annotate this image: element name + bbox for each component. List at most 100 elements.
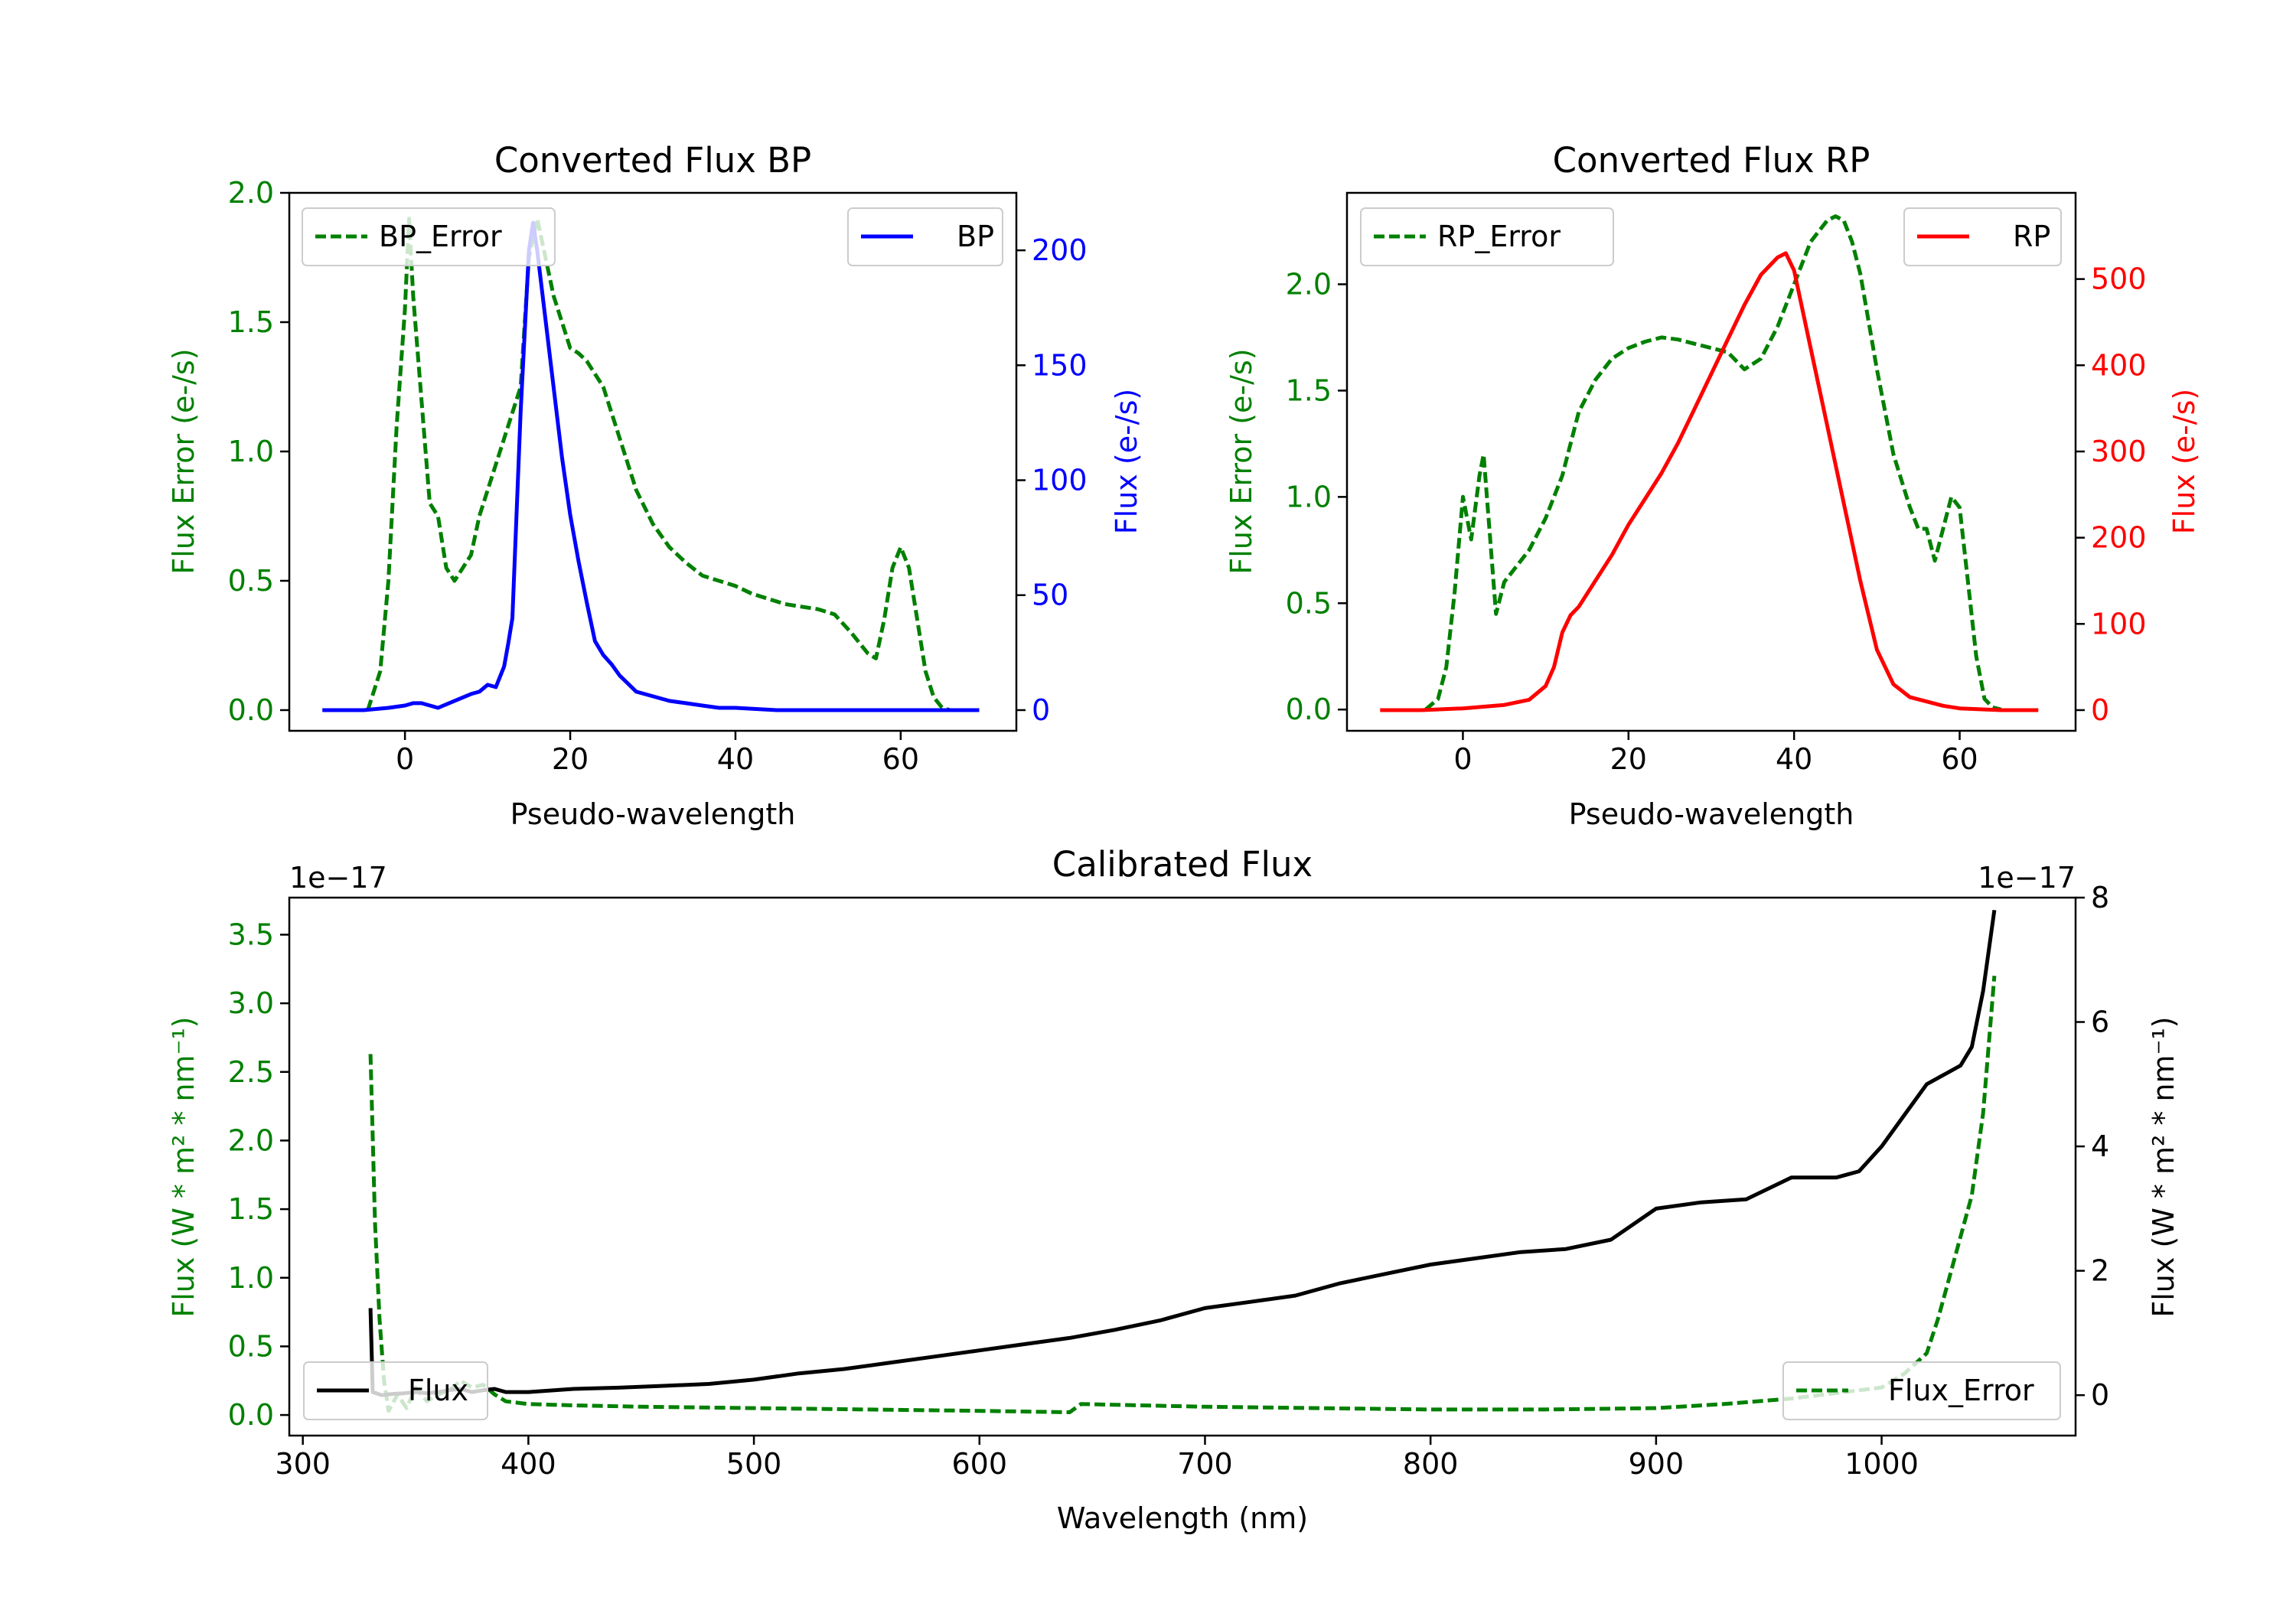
bp-ticks: 0 20 40 60 0.0 0.5 1.0 1.5 2.0 0 50 100 150 200 [228,176,1088,776]
cal-series-flux [368,909,1997,1397]
bp-ylabel-right: Flux (e-/s) [1110,389,1143,534]
bp-plot-area [322,217,980,712]
cal-legend-right-box [1782,1361,2061,1420]
cal-legend-right-label: Flux_Error [1888,1374,2034,1407]
bp-xtick-label: 0 [396,742,414,776]
cal-xlabel: Wavelength (nm) [1057,1501,1308,1535]
cal-legend-left-label: Flux [408,1374,468,1407]
rp-ytick-left-label: 0.5 [1286,586,1332,620]
cal-ytick-left-label: 3.5 [228,918,274,951]
cal-ylabel-right: Flux (W * m² * nm⁻¹) [2147,1016,2180,1317]
cal-ytick-right-label: 2 [2091,1254,2109,1288]
bp-title: Converted Flux BP [494,140,811,181]
cal-xtick-label: 900 [1629,1447,1684,1481]
cal-ytick-right-label: 4 [2091,1129,2109,1163]
rp-series-rp [1380,251,2039,712]
cal-ytick-left-label: 2.0 [228,1123,274,1157]
cal-ytick-left-label: 1.5 [228,1192,274,1226]
rp-legend-left-label: RP_Error [1437,220,1561,253]
bp-xlabel: Pseudo-wavelength [510,797,796,831]
cal-ytick-right-label: 8 [2091,881,2109,914]
bp-axes-frame [288,191,1018,732]
rp-legend-right-label: RP [2013,220,2050,253]
bp-ylabel-left: Flux Error (e-/s) [167,348,201,574]
cal-plot-area [368,909,1997,1414]
cal-ytick-left-label: 2.5 [228,1055,274,1089]
bp-legend-left-box [302,207,556,266]
cal-legend-left-box [303,1361,488,1420]
bp-ytick-left-label: 1.0 [228,435,274,468]
rp-legend-right-box [1903,207,2062,266]
cal-legend-left: Flux [303,1361,488,1420]
rp-xtick-label: 40 [1776,742,1812,776]
cal-ytick-right-label: 6 [2091,1006,2109,1039]
rp-ytick-left-label: 1.0 [1286,480,1332,513]
cal-axes-frame [288,896,2077,1437]
rp-ytick-left-label: 0.0 [1286,693,1332,726]
bp-ytick-right-label: 50 [1032,579,1068,612]
cal-ytick-left-label: 3.0 [228,986,274,1020]
cal-ytick-left-label: 1.0 [228,1261,274,1295]
cal-legend-right: Flux_Error [1782,1361,2061,1420]
rp-plot-area [1380,214,2039,712]
panel-bp: Converted Flux BP 0 20 40 60 0.0 0.5 1.0 1.5 2.0… [167,140,1143,831]
cal-offset-left: 1e−17 [289,861,387,895]
bp-legend-right: BP [847,207,1003,266]
cal-title: Calibrated Flux [1052,844,1313,885]
bp-ytick-right-label: 150 [1032,348,1088,382]
rp-ylabel-left: Flux Error (e-/s) [1225,348,1258,574]
cal-series-flux-error [368,975,1997,1414]
cal-xtick-label: 600 [952,1447,1008,1481]
cal-ytick-right-label: 0 [2091,1378,2109,1412]
rp-ytick-left-label: 2.0 [1286,267,1332,301]
cal-xtick-label: 500 [726,1447,782,1481]
rp-xtick-label: 60 [1941,742,1978,776]
rp-legend-left-box [1360,207,1614,266]
bp-ytick-right-label: 100 [1032,464,1088,497]
rp-ticks: 0 20 40 60 0.0 0.5 1.0 1.5 2.0 0 100 200 300 400 500 [1286,262,2147,776]
rp-ylabel-right: Flux (e-/s) [2167,389,2201,534]
bp-series-bp-error [366,217,980,712]
cal-xtick-label: 700 [1177,1447,1233,1481]
rp-ytick-right-label: 100 [2091,607,2147,641]
panel-rp: Converted Flux RP 0 20 40 60 0.0 0.5 1.0 1.5 2.0… [1225,140,2201,831]
bp-ytick-left-label: 2.0 [228,176,274,210]
cal-xtick-label: 1000 [1844,1447,1919,1481]
rp-xtick-label: 0 [1453,742,1472,776]
rp-legend-left: RP_Error [1360,207,1614,266]
cal-xtick-label: 400 [501,1447,556,1481]
bp-xtick-label: 40 [717,742,754,776]
cal-ytick-left-label: 0.5 [228,1329,274,1363]
bp-ytick-right-label: 0 [1032,693,1050,727]
cal-ticks: 300 400 500 600 700 800 900 1000 0.0 0.5 1.0 1.5 2.0… [228,881,2110,1481]
cal-ylabel-left: Flux (W * m² * nm⁻¹) [167,1016,201,1317]
panel-calibrated: Calibrated Flux 1e−17 1e−17 300 400 500 600… [167,844,2180,1535]
cal-offset-right: 1e−17 [1978,861,2076,895]
bp-series-bp [322,220,980,712]
rp-ytick-right-label: 300 [2091,435,2147,468]
bp-ytick-left-label: 0.5 [228,564,274,598]
cal-xtick-label: 300 [275,1447,331,1481]
rp-title: Converted Flux RP [1553,140,1870,181]
rp-ytick-right-label: 400 [2091,348,2147,382]
rp-ytick-left-label: 1.5 [1286,373,1332,407]
rp-legend-right: RP [1903,207,2062,266]
rp-xlabel: Pseudo-wavelength [1569,797,1854,831]
bp-xtick-label: 60 [882,742,919,776]
cal-ytick-left-label: 0.0 [228,1398,274,1432]
bp-ytick-right-label: 200 [1032,233,1088,267]
cal-xtick-label: 800 [1403,1447,1459,1481]
rp-ytick-right-label: 0 [2091,693,2109,727]
bp-legend-right-box [847,207,1003,266]
bp-legend-left-label: BP_Error [379,220,502,253]
rp-ytick-right-label: 200 [2091,521,2147,555]
bp-ytick-left-label: 0.0 [228,693,274,727]
bp-legend-right-label: BP [957,220,994,253]
bp-xtick-label: 20 [552,742,589,776]
rp-xtick-label: 20 [1610,742,1647,776]
rp-ytick-right-label: 500 [2091,262,2147,296]
bp-ytick-left-label: 1.5 [228,305,274,339]
bp-legend-left: BP_Error [302,207,556,266]
rp-axes-frame [1345,191,2077,732]
